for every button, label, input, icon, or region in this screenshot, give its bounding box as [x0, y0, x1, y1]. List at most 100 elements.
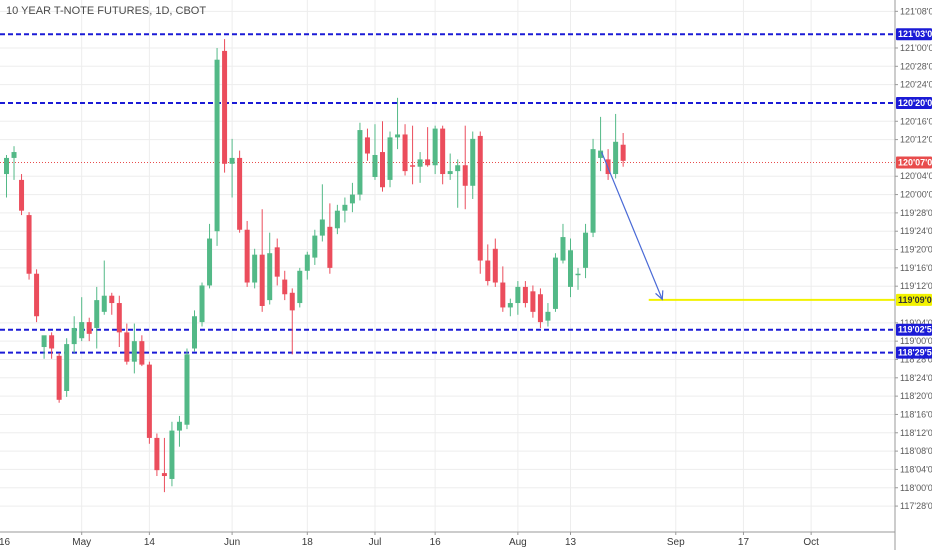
- candle: [124, 323, 130, 365]
- candle-body: [176, 421, 182, 431]
- candle: [319, 184, 325, 242]
- level-price-tag-label: 120'20'0: [898, 98, 932, 108]
- x-tick-label: 16: [430, 537, 442, 548]
- candle: [455, 159, 461, 208]
- candle-body: [304, 254, 310, 271]
- candle: [161, 437, 167, 493]
- y-tick-label: 120'28'0: [900, 61, 932, 71]
- candle: [64, 338, 70, 397]
- candle: [440, 125, 446, 185]
- y-tick-label: 120'12'0: [900, 135, 932, 145]
- last-price-tag: 120'07'0: [896, 156, 932, 169]
- candle: [552, 253, 558, 312]
- candle-body: [417, 159, 423, 167]
- candle-body: [492, 248, 498, 283]
- candle: [244, 220, 250, 287]
- candle: [470, 131, 476, 199]
- candle: [139, 335, 145, 367]
- candle: [583, 223, 589, 279]
- candle: [485, 244, 491, 286]
- candle: [86, 317, 92, 342]
- candle: [545, 303, 551, 327]
- candle: [169, 421, 175, 487]
- level-price-tag-bg: [896, 96, 932, 109]
- candle-body: [575, 273, 581, 276]
- candle: [312, 229, 318, 265]
- y-tick-label: 119'16'0: [900, 263, 932, 273]
- candle: [357, 122, 363, 201]
- candle-body: [425, 159, 431, 166]
- candle-body: [274, 247, 280, 277]
- candle-body: [229, 157, 235, 164]
- level-price-tag-label: 118'29'5: [898, 348, 932, 358]
- y-tick-label: 119'04'0: [900, 318, 932, 328]
- candle-body: [515, 286, 521, 304]
- projection-arrow: [601, 151, 663, 300]
- candle: [537, 288, 543, 328]
- candle-body: [86, 322, 92, 334]
- grid-lines: [0, 0, 895, 532]
- candle: [131, 323, 137, 374]
- candle: [492, 238, 498, 287]
- candle-body: [49, 335, 55, 349]
- level-price-tag: 118'29'5: [896, 346, 932, 359]
- candle-body: [319, 219, 325, 236]
- candle-body: [192, 316, 197, 349]
- candle-body: [402, 134, 408, 172]
- candle-body: [297, 270, 303, 304]
- y-tick-label: 120'04'0: [900, 171, 932, 181]
- candle-body: [477, 135, 483, 261]
- candle: [364, 128, 370, 161]
- candle: [575, 267, 581, 290]
- target-price-tag-label: 119'09'0: [898, 295, 932, 305]
- level-price-tag: 120'20'0: [896, 96, 932, 109]
- candle-body: [184, 354, 190, 425]
- horizontal-levels: [0, 33, 895, 354]
- arrow-head: [655, 290, 664, 301]
- candle-body: [146, 364, 152, 438]
- x-tick-label: Sep: [667, 537, 685, 548]
- y-tick-label: 118'12'0: [900, 428, 932, 438]
- candle: [380, 121, 385, 192]
- y-tick-label: 119'00'0: [900, 336, 932, 346]
- candle: [207, 223, 213, 289]
- candle: [620, 133, 626, 167]
- candle-body: [199, 285, 205, 323]
- candle-body: [410, 165, 416, 167]
- candle-body: [349, 194, 355, 204]
- y-tick-label: 118'28'0: [900, 354, 932, 364]
- candle: [192, 310, 197, 352]
- candle: [477, 131, 483, 274]
- candle: [349, 182, 355, 213]
- level-price-tag-bg: [896, 346, 932, 359]
- candle: [410, 125, 416, 185]
- candle: [252, 248, 258, 289]
- candle-body: [252, 254, 258, 283]
- candle: [79, 297, 85, 342]
- candle-body: [620, 144, 626, 161]
- candle: [342, 197, 348, 223]
- y-tick-label: 119'12'0: [900, 281, 932, 291]
- candle: [334, 204, 340, 235]
- candle: [199, 282, 205, 327]
- candle: [237, 150, 243, 233]
- level-price-tag-bg: [896, 28, 932, 41]
- candle: [590, 138, 596, 238]
- y-tick-label: 120'00'0: [900, 190, 932, 200]
- candle: [19, 174, 25, 216]
- candle-body: [613, 141, 619, 175]
- candle-body: [139, 341, 145, 365]
- annotations: [601, 151, 664, 301]
- y-tick-label: 121'00'0: [900, 43, 932, 53]
- candle-body: [590, 149, 596, 233]
- y-tick-label: 120'24'0: [900, 80, 932, 90]
- x-tick-label: Jul: [369, 537, 382, 548]
- x-tick-label: Oct: [803, 537, 819, 548]
- candle-body: [4, 157, 9, 175]
- candle-body: [11, 152, 17, 158]
- candle-body: [237, 157, 243, 230]
- last-price-tag-bg: [896, 156, 932, 169]
- target-price-tag: 119'09'0: [896, 293, 932, 306]
- candle: [146, 361, 152, 444]
